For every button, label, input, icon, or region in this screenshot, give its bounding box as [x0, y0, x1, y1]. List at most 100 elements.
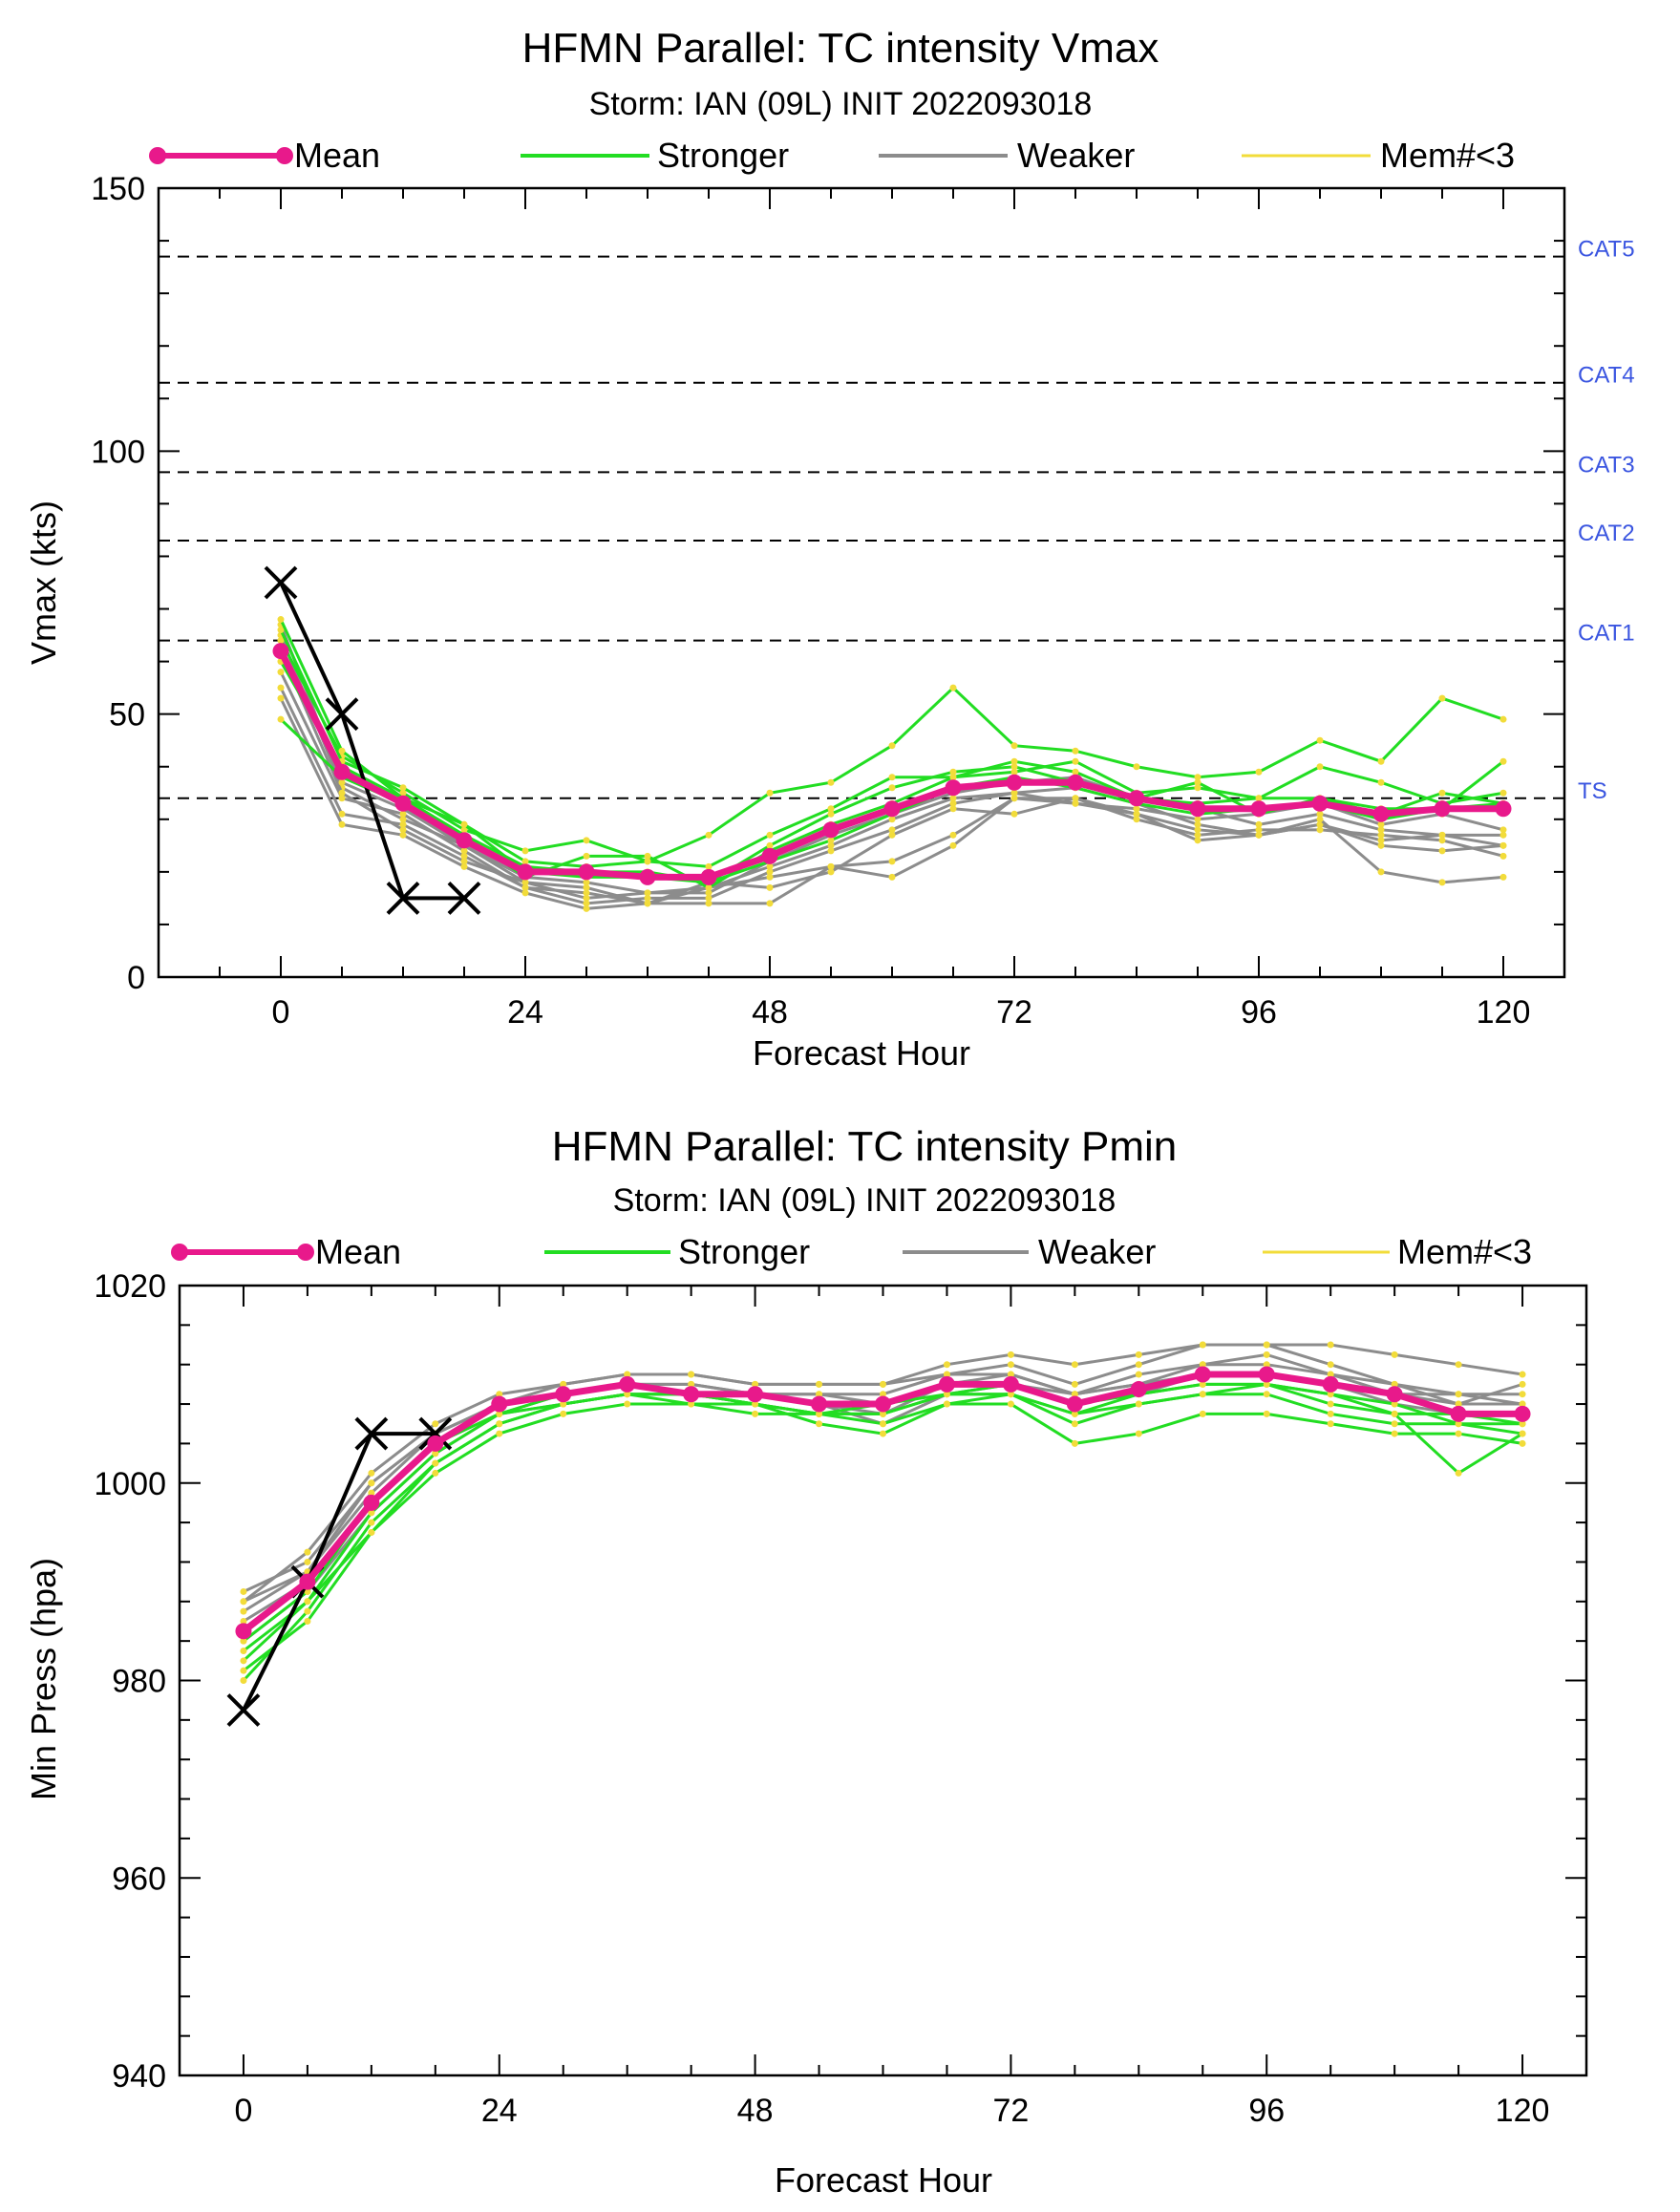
member-point: [1135, 1400, 1142, 1408]
mean-point: [1386, 1386, 1403, 1403]
category-label: CAT2: [1578, 521, 1635, 546]
member-point: [644, 900, 651, 907]
member-point: [583, 852, 590, 860]
member-point: [1377, 826, 1385, 834]
member-point: [827, 868, 835, 876]
mean-point: [683, 1386, 700, 1403]
member-point: [688, 1400, 695, 1408]
member-point: [560, 1410, 567, 1417]
member-point: [1194, 820, 1202, 828]
member-point: [705, 831, 712, 839]
member-point: [888, 742, 896, 750]
member-point: [705, 883, 712, 891]
member-point: [399, 831, 407, 839]
mean-point: [1130, 1381, 1147, 1398]
member-point: [1072, 795, 1079, 802]
member-point: [644, 894, 651, 902]
member-point: [460, 847, 468, 855]
member-point: [368, 1509, 375, 1517]
member-point: [827, 805, 835, 813]
member-point: [827, 810, 835, 818]
mean-point: [1514, 1405, 1531, 1422]
mean-point: [1322, 1375, 1339, 1393]
mean-point: [235, 1623, 252, 1640]
member-point: [338, 810, 346, 818]
category-label: CAT1: [1578, 621, 1635, 647]
chart-title: HFMN Parallel: TC intensity Pmin: [552, 1123, 1177, 1170]
member-point: [888, 858, 896, 865]
member-point: [240, 1657, 247, 1665]
member-point: [1194, 831, 1202, 839]
member-point: [240, 1637, 247, 1645]
mean-point: [272, 643, 289, 660]
member-point: [766, 841, 774, 849]
member-point: [1071, 1380, 1078, 1388]
member-point: [460, 820, 468, 828]
member-point: [1499, 852, 1507, 860]
member-point: [432, 1469, 439, 1477]
member-point: [624, 1371, 631, 1378]
member-point: [1455, 1420, 1462, 1428]
member-point: [1316, 810, 1324, 818]
member-point: [1263, 1361, 1270, 1369]
category-label: CAT3: [1578, 452, 1635, 478]
member-point: [1072, 747, 1079, 755]
member-point: [1391, 1430, 1398, 1437]
y-tick-label: 940: [112, 2058, 166, 2095]
member-point: [1327, 1361, 1334, 1369]
member-point: [1499, 831, 1507, 839]
legend-item-weaker: Weaker: [903, 1232, 1156, 1271]
member-point: [1007, 1400, 1014, 1408]
vmax-chart: HFMN Parallel: TC intensity Vmax Storm: …: [24, 25, 1635, 1073]
member-point: [705, 889, 712, 897]
member-point: [949, 841, 957, 849]
mean-point: [1258, 1366, 1275, 1383]
member-point: [1010, 795, 1018, 802]
member-point: [949, 774, 957, 781]
x-tick-label: 72: [996, 994, 1032, 1031]
member-point: [496, 1391, 503, 1398]
member-point: [1316, 816, 1324, 823]
member-point: [624, 1391, 631, 1398]
y-tick-label: 50: [109, 697, 145, 734]
member-point: [1438, 879, 1446, 886]
plot-frame: [157, 186, 1566, 979]
member-point: [1010, 789, 1018, 797]
member-point: [1133, 805, 1140, 813]
member-point: [304, 1587, 311, 1595]
x-tick-label: 24: [507, 994, 543, 1031]
mean-point: [1006, 774, 1023, 791]
member-point: [766, 883, 774, 891]
member-point: [460, 826, 468, 834]
member-point: [338, 820, 346, 828]
member-point: [368, 1519, 375, 1526]
member-point: [827, 862, 835, 870]
member-point: [399, 820, 407, 828]
x-tick-label: 48: [752, 994, 788, 1031]
legend-label-mean: Mean: [294, 136, 380, 175]
member-point: [1391, 1380, 1398, 1388]
plot-area: 0 24 48 72 96 120 0 50 100 150 CAT5 CAT4 CAT3 CAT2 CAT…: [91, 171, 1634, 1031]
member-point: [338, 789, 346, 797]
mean-point: [619, 1375, 636, 1393]
member-point: [399, 810, 407, 818]
member-point: [943, 1391, 950, 1398]
member-point: [1007, 1361, 1014, 1369]
member-point: [240, 1667, 247, 1674]
member-point: [277, 684, 285, 691]
member-point: [240, 1607, 247, 1615]
mean-point: [747, 1386, 764, 1403]
legend-item-members: Mem#<3: [1263, 1232, 1532, 1271]
member-point: [949, 795, 957, 802]
member-point: [949, 684, 957, 691]
legend-item-members: Mem#<3: [1242, 136, 1515, 175]
plot-area: 0 24 48 72 96 120 940 960 980 1000 1020: [94, 1268, 1587, 2129]
mean-point: [299, 1573, 316, 1590]
member-point: [240, 1598, 247, 1606]
mean-point: [578, 863, 595, 881]
y-tick-label: 980: [112, 1664, 166, 1700]
member-point: [1199, 1380, 1206, 1388]
member-point: [521, 889, 529, 897]
member-point: [583, 900, 590, 907]
